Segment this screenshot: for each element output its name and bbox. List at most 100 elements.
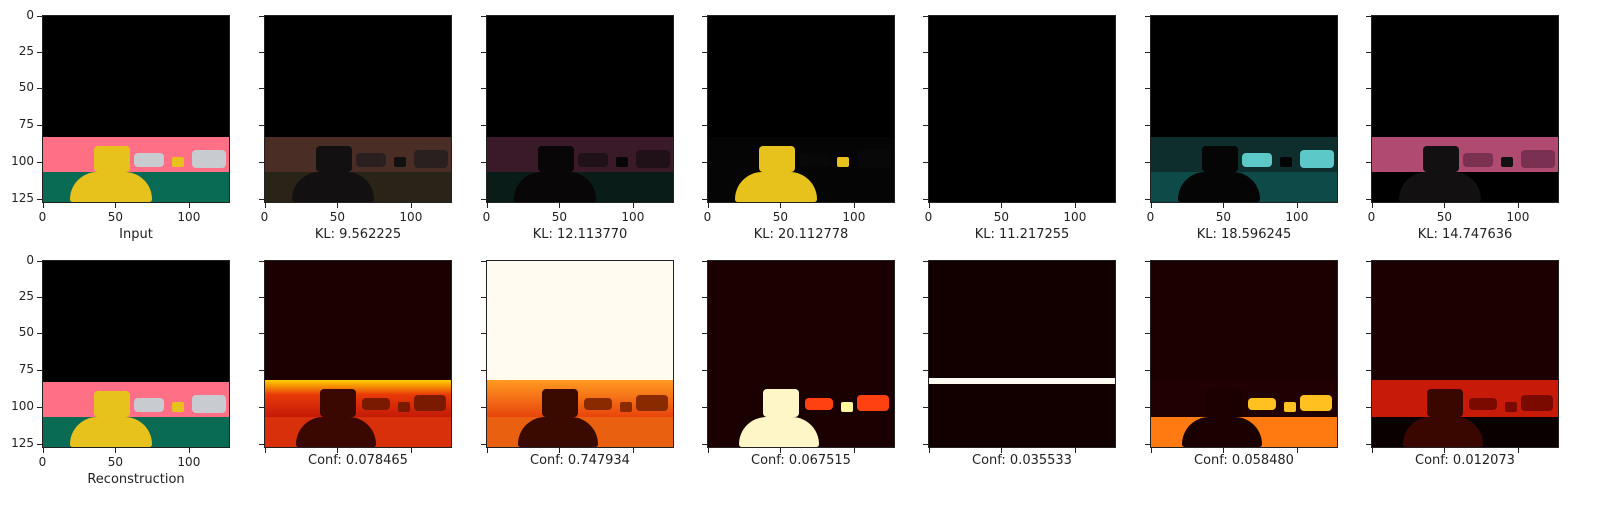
car-2: [1300, 150, 1334, 169]
x-tick-label: 100: [1285, 210, 1309, 224]
y-tick: [37, 260, 42, 262]
y-tick-label: 125: [11, 190, 34, 205]
x-tick: [1074, 203, 1076, 208]
y-tick: [702, 260, 707, 262]
small-cone: [841, 402, 853, 413]
x-tick-label: 0: [1146, 210, 1155, 224]
y-tick: [481, 161, 486, 163]
y-tick: [702, 51, 707, 53]
y-tick: [481, 51, 486, 53]
y-tick: [1366, 296, 1371, 298]
x-tick: [632, 448, 634, 453]
y-tick: [923, 88, 928, 90]
small-cone: [1284, 402, 1296, 413]
y-tick: [1366, 161, 1371, 163]
y-tick: [702, 296, 707, 298]
x-tick: [559, 448, 561, 453]
y-tick: [259, 198, 264, 200]
x-tick: [1296, 448, 1298, 453]
y-tick: [702, 333, 707, 335]
image-panel: [1150, 15, 1338, 203]
y-tick: [481, 198, 486, 200]
x-tick-label: 0: [38, 210, 47, 224]
y-tick: [1145, 125, 1150, 127]
image-panel: [707, 15, 895, 203]
x-tick: [486, 448, 488, 453]
image-panel: [42, 260, 230, 448]
x-tick-label: 0: [38, 455, 47, 469]
cone-base: [518, 417, 598, 448]
small-cone: [1280, 157, 1292, 168]
small-cone: [398, 402, 410, 413]
x-tick: [559, 203, 561, 208]
y-tick-label: 0: [26, 7, 34, 22]
x-tick-label: 0: [482, 210, 491, 224]
y-tick: [1145, 333, 1150, 335]
ground-band: [928, 380, 1116, 418]
y-tick: [259, 370, 264, 372]
x-tick: [1001, 448, 1003, 453]
y-tick: [1366, 260, 1371, 262]
x-tick: [188, 203, 190, 208]
small-cone: [616, 157, 628, 168]
x-tick-label: 50: [551, 210, 568, 224]
y-tick: [1145, 443, 1150, 445]
car-2: [192, 150, 226, 169]
x-tick-label: 0: [703, 210, 712, 224]
y-tick: [702, 370, 707, 372]
y-tick: [1145, 296, 1150, 298]
cone-top: [542, 389, 578, 418]
y-tick-label: 25: [18, 43, 34, 58]
y-tick-label: 125: [11, 435, 34, 450]
panel-caption: Input: [119, 227, 153, 242]
y-tick: [1145, 15, 1150, 17]
y-tick: [37, 333, 42, 335]
y-tick: [37, 296, 42, 298]
y-tick: [37, 15, 42, 17]
y-tick: [37, 161, 42, 163]
y-tick: [37, 370, 42, 372]
y-tick: [259, 333, 264, 335]
x-tick: [1001, 203, 1003, 208]
y-tick: [1366, 125, 1371, 127]
image-panel: [1371, 260, 1559, 448]
x-tick-label: 100: [177, 210, 201, 224]
panel-caption: KL: 12.113770: [532, 227, 628, 242]
y-tick: [481, 125, 486, 127]
image-panel: [264, 15, 452, 203]
x-tick: [1074, 448, 1076, 453]
car-2: [636, 150, 670, 169]
cone-top: [94, 390, 130, 417]
x-tick: [410, 203, 412, 208]
y-tick: [259, 296, 264, 298]
x-tick: [337, 448, 339, 453]
y-tick: [1145, 406, 1150, 408]
y-tick: [702, 88, 707, 90]
car-1: [356, 153, 386, 168]
y-tick: [481, 296, 486, 298]
y-tick: [481, 333, 486, 335]
car-1: [805, 398, 833, 411]
y-tick: [37, 88, 42, 90]
x-tick-label: 50: [1215, 210, 1232, 224]
panel-caption: Conf: 0.035533: [972, 453, 1072, 468]
small-cone: [172, 402, 184, 413]
image-panel: [1371, 15, 1559, 203]
x-tick-label: 50: [107, 210, 124, 224]
y-tick: [923, 443, 928, 445]
y-tick: [702, 198, 707, 200]
cone-top: [320, 389, 356, 418]
y-tick: [923, 296, 928, 298]
y-tick: [259, 15, 264, 17]
x-tick: [486, 203, 488, 208]
car-2: [857, 395, 889, 412]
y-tick: [1145, 260, 1150, 262]
x-tick-label: 50: [329, 210, 346, 224]
panel-caption: KL: 18.596245: [1196, 227, 1292, 242]
x-tick: [42, 203, 44, 208]
y-tick-label: 25: [18, 288, 34, 303]
small-cone: [1501, 157, 1513, 168]
x-tick: [1296, 203, 1298, 208]
y-tick-label: 0: [26, 252, 34, 267]
x-tick: [928, 448, 930, 453]
